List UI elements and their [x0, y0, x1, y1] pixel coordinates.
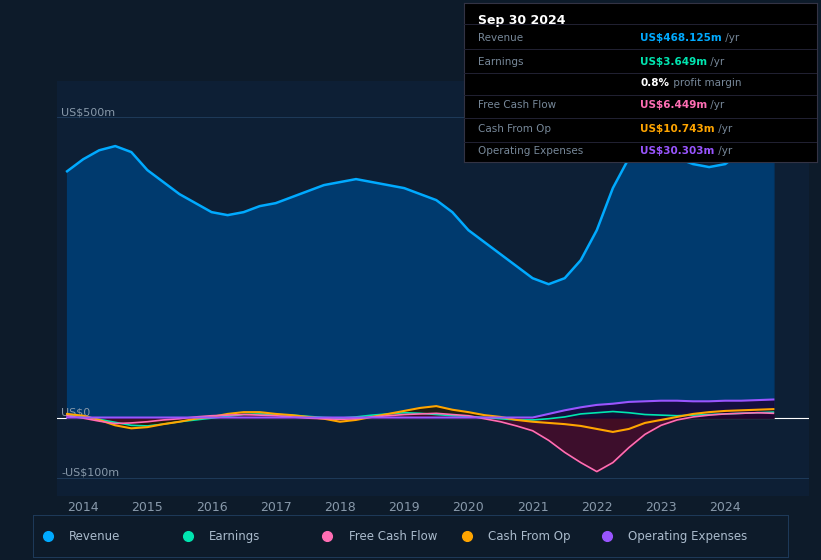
Text: Earnings: Earnings: [209, 530, 260, 543]
Text: -US$100m: -US$100m: [62, 468, 119, 478]
Text: /yr: /yr: [707, 57, 724, 67]
Text: /yr: /yr: [714, 146, 732, 156]
Text: Revenue: Revenue: [478, 33, 523, 43]
Text: Sep 30 2024: Sep 30 2024: [478, 14, 566, 27]
Text: /yr: /yr: [714, 124, 732, 134]
Text: Revenue: Revenue: [69, 530, 121, 543]
Text: US$10.743m: US$10.743m: [640, 124, 715, 134]
Text: Operating Expenses: Operating Expenses: [478, 146, 583, 156]
Text: US$30.303m: US$30.303m: [640, 146, 715, 156]
Text: /yr: /yr: [722, 33, 739, 43]
Text: Cash From Op: Cash From Op: [478, 124, 551, 134]
Text: profit margin: profit margin: [670, 78, 741, 87]
Text: US$468.125m: US$468.125m: [640, 33, 722, 43]
Text: Free Cash Flow: Free Cash Flow: [478, 100, 556, 110]
Text: US$6.449m: US$6.449m: [640, 100, 708, 110]
Text: /yr: /yr: [707, 100, 724, 110]
Text: 0.8%: 0.8%: [640, 78, 669, 87]
Text: US$3.649m: US$3.649m: [640, 57, 708, 67]
Text: Cash From Op: Cash From Op: [488, 530, 571, 543]
Text: Operating Expenses: Operating Expenses: [628, 530, 747, 543]
Text: US$500m: US$500m: [62, 107, 116, 117]
Text: Free Cash Flow: Free Cash Flow: [349, 530, 437, 543]
Text: US$0: US$0: [62, 408, 90, 418]
Text: Earnings: Earnings: [478, 57, 524, 67]
